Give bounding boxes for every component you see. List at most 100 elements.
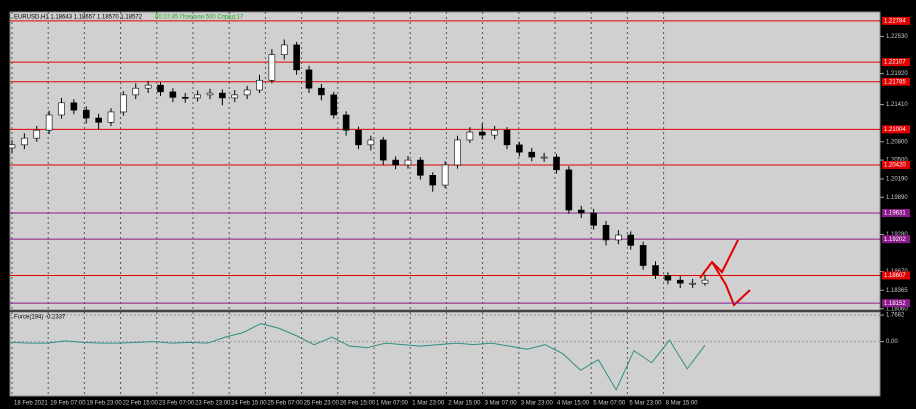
- candle-body: [206, 92, 214, 96]
- price-panel: [9, 11, 881, 311]
- level-label: 1.18152: [884, 301, 906, 307]
- x-tick-label: 3 Mar 07:00: [485, 401, 518, 407]
- candle-body: [107, 111, 115, 123]
- level-label: 1.18607: [884, 273, 906, 279]
- x-tick-label: 22 Feb 15:00: [123, 401, 159, 407]
- candle-body: [330, 94, 338, 116]
- candle-body: [219, 92, 226, 99]
- candle-body: [367, 139, 375, 146]
- candle-body: [676, 279, 684, 284]
- candle-body: [132, 87, 140, 96]
- candle-body: [355, 129, 362, 146]
- x-tick-label: 25 Feb 07:00: [267, 401, 303, 407]
- x-tick-label: 25 Feb 23:00: [304, 401, 340, 407]
- candle-body: [590, 212, 597, 226]
- candle-body: [417, 159, 424, 176]
- candle-body: [602, 224, 610, 241]
- candle-body: [256, 79, 263, 91]
- x-tick-label: 23 Feb 07:00: [159, 401, 195, 407]
- level-label-box: [882, 209, 910, 218]
- x-tick-label: 23 Feb 23:00: [195, 401, 231, 407]
- x-tick-label: 4 Mar 15:00: [557, 401, 590, 407]
- level-label-box: [882, 299, 910, 308]
- candle-body: [70, 102, 78, 111]
- candle-body: [280, 44, 288, 55]
- x-tick-label: 3 Mar 23:00: [521, 401, 554, 407]
- level-label-box: [882, 77, 910, 86]
- candle-body: [516, 144, 523, 153]
- force-line: [11, 323, 706, 391]
- x-tick-label: 26 Feb 15:00: [340, 401, 376, 407]
- candle-body: [58, 102, 65, 116]
- y-tick-label: 1.20800: [886, 139, 908, 145]
- candle-body: [157, 84, 164, 93]
- candle-body: [268, 54, 276, 81]
- candle-body: [491, 129, 498, 136]
- y-tick-label: 1.22530: [886, 34, 908, 40]
- candle-body: [639, 245, 647, 266]
- x-tick-label: 5 Mar 07:00: [593, 401, 626, 407]
- level-label: 1.19631: [884, 211, 906, 217]
- candle-body: [503, 129, 511, 146]
- candle-body: [144, 84, 152, 89]
- level-label: 1.21785: [884, 79, 906, 85]
- candle-body: [181, 97, 189, 99]
- candle-body: [565, 169, 573, 211]
- level-label: 1.19202: [884, 237, 906, 243]
- candle-body: [701, 279, 709, 284]
- candle-body: [21, 137, 28, 146]
- level-label-box: [882, 16, 910, 25]
- candle-body: [379, 139, 387, 161]
- y-tick-label: 1.21920: [886, 71, 908, 77]
- candle-body: [478, 131, 486, 136]
- candle-body: [528, 151, 536, 158]
- candle-body: [243, 89, 251, 96]
- candle-body: [466, 131, 474, 141]
- candle-body: [689, 282, 696, 285]
- candle-body: [169, 91, 177, 98]
- candle-body: [293, 44, 300, 71]
- y-tick-label: 1.18365: [886, 288, 908, 294]
- x-tick-label: 18 Feb 2021: [14, 401, 48, 407]
- candle-body: [615, 234, 622, 241]
- candle-body: [441, 164, 449, 186]
- candle-body: [664, 274, 672, 281]
- level-label: 1.20420: [884, 163, 906, 169]
- x-tick-label: 8 Mar 15:00: [666, 401, 699, 407]
- level-label-box: [882, 160, 910, 169]
- candle-body: [8, 144, 16, 149]
- candle-body: [231, 94, 239, 99]
- y-tick-label: 1.7682: [886, 313, 905, 319]
- x-tick-label: 1 Mar 23:00: [412, 401, 445, 407]
- candle-body: [82, 109, 90, 119]
- forecast-down: [711, 261, 751, 307]
- candle-body: [33, 129, 41, 139]
- candle-body: [577, 209, 585, 214]
- y-tick-label: 1.19280: [886, 232, 908, 238]
- candle-body: [652, 265, 659, 276]
- level-label-box: [882, 58, 910, 67]
- candle-body: [318, 87, 325, 96]
- chart-title: EURUSD,H1 1.18643 1.18657 1.18570 1.1857…: [14, 15, 143, 21]
- level-label-box: [882, 125, 910, 134]
- x-tick-label: 1 Mar 07:00: [376, 401, 409, 407]
- level-label: 1.22107: [884, 60, 906, 66]
- x-tick-label: 19 Feb 23:00: [86, 401, 122, 407]
- x-tick-label: 2 Mar 15:00: [448, 401, 481, 407]
- candle-body: [540, 156, 548, 159]
- candle-body: [305, 69, 313, 89]
- status-text: 00:17:45 Поехали 500 Спред:17: [155, 15, 244, 21]
- y-tick-label: 0.00: [886, 339, 898, 345]
- x-tick-label: 19 Feb 07:00: [50, 401, 86, 407]
- candle-body: [454, 139, 461, 166]
- candle-body: [429, 175, 437, 186]
- level-label-box: [882, 235, 910, 244]
- y-tick-label: 1.20500: [886, 158, 908, 164]
- candle-body: [95, 117, 102, 123]
- level-label: 1.22784: [884, 18, 906, 24]
- candle-body: [553, 156, 560, 171]
- indicator-title: Force(194) -0.2337: [14, 315, 66, 321]
- candle-body: [627, 234, 635, 246]
